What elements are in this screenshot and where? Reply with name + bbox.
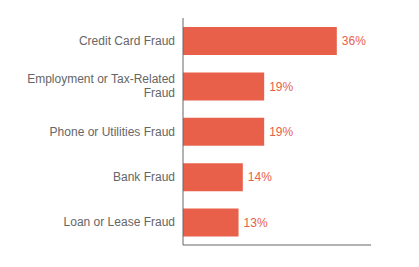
- svg-text:13%: 13%: [244, 216, 268, 230]
- svg-text:36%: 36%: [342, 34, 366, 48]
- svg-text:Bank Fraud: Bank Fraud: [113, 170, 175, 184]
- svg-text:19%: 19%: [269, 125, 293, 139]
- svg-text:Phone or Utilities Fraud: Phone or Utilities Fraud: [50, 125, 175, 139]
- svg-text:14%: 14%: [248, 170, 272, 184]
- svg-text:Employment or Tax-RelatedFraud: Employment or Tax-RelatedFraud: [27, 72, 175, 100]
- svg-text:19%: 19%: [269, 80, 293, 94]
- svg-text:Loan or Lease Fraud: Loan or Lease Fraud: [64, 215, 175, 229]
- svg-text:Credit Card Fraud: Credit Card Fraud: [79, 34, 175, 48]
